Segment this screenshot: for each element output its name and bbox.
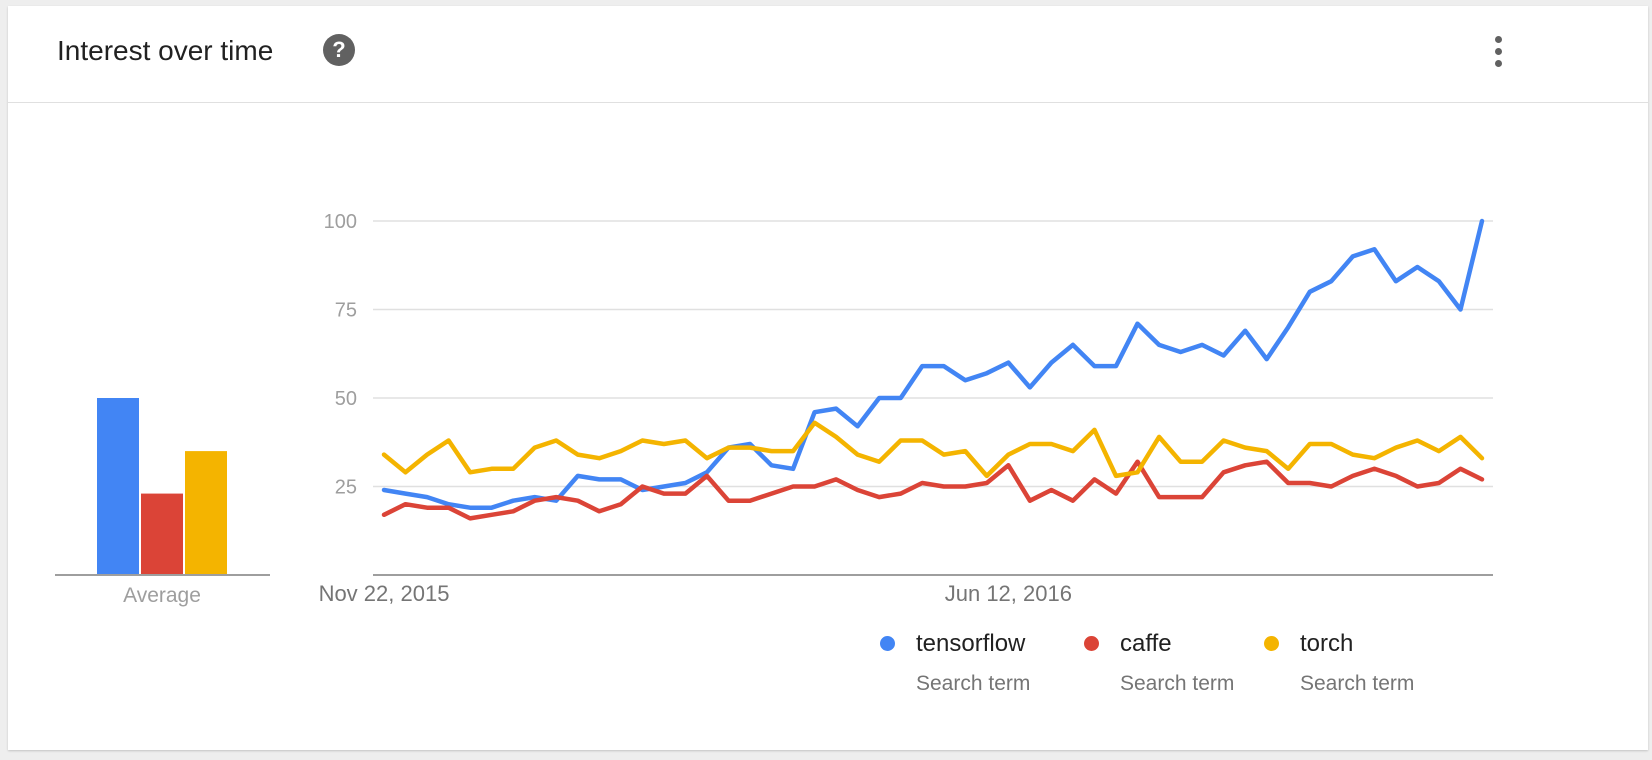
interest-chart: 100 75 50 25 Nov 22, 2015 Jun 12, 2016 Average [55, 211, 1493, 607]
legend-subtitle: Search term [916, 672, 1031, 695]
average-bar-torch [185, 451, 227, 575]
y-tick-label: 75 [335, 300, 357, 322]
legend-name: caffe [1120, 630, 1172, 657]
y-tick-label: 25 [335, 477, 357, 499]
help-icon[interactable]: ? [323, 34, 355, 66]
series-line-caffe [381, 459, 1485, 521]
legend-name: torch [1300, 630, 1354, 657]
series-line-tensorflow [381, 218, 1485, 510]
legend-subtitle: Search term [1300, 672, 1415, 695]
legend-subtitle: Search term [1120, 672, 1235, 695]
legend-dot [1264, 636, 1279, 651]
legend-dot [880, 636, 895, 651]
menu-dot [1495, 48, 1502, 55]
chart-legend: tensorflow Search term caffe Search term… [880, 626, 1580, 706]
menu-dot [1495, 36, 1502, 43]
average-label: Average [123, 584, 201, 607]
legend-dot [1084, 636, 1099, 651]
interest-over-time-card: Interest over time ? 100 75 50 25 Nov 22, 20… [8, 6, 1648, 750]
y-tick-label: 100 [324, 211, 357, 233]
menu-dot [1495, 60, 1502, 67]
x-tick-label: Nov 22, 2015 [319, 581, 450, 606]
card-title: Interest over time [57, 35, 274, 66]
y-tick-label: 50 [335, 388, 357, 410]
card-header: Interest over time ? [8, 6, 1648, 103]
average-bar-tensorflow [97, 398, 139, 575]
legend-name: tensorflow [916, 630, 1026, 657]
series-line-torch [381, 420, 1485, 479]
average-bar-caffe [141, 493, 183, 575]
x-tick-label: Jun 12, 2016 [945, 581, 1072, 606]
more-vert-icon[interactable] [1492, 36, 1504, 72]
